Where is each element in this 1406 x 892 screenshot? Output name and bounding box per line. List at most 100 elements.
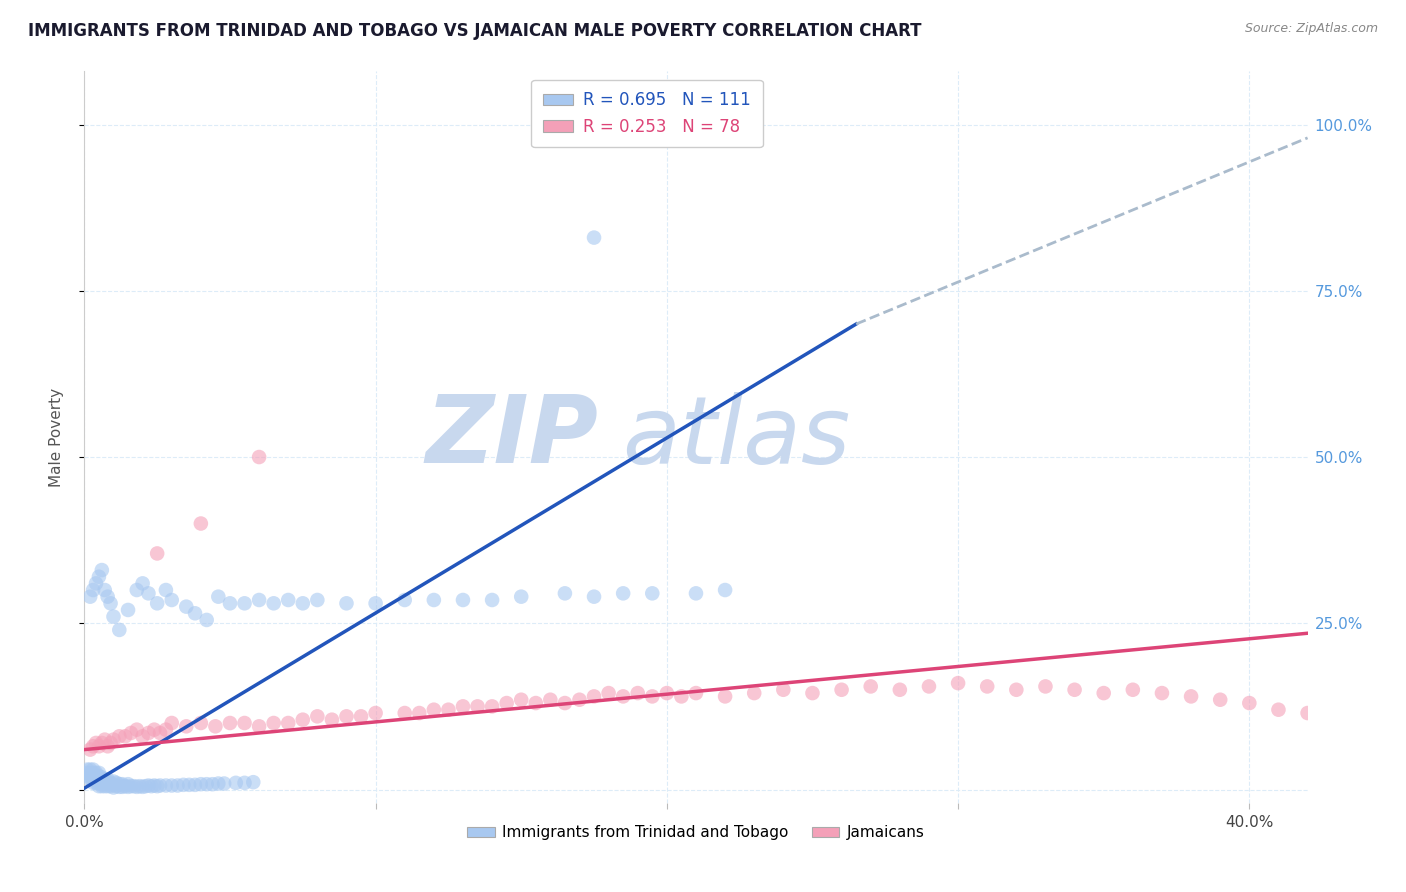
Text: ZIP: ZIP	[425, 391, 598, 483]
Point	[87, 765, 110, 780]
Point	[84, 772, 107, 787]
Point	[138, 779, 160, 793]
Point	[1180, 690, 1202, 704]
Point	[233, 776, 256, 790]
Point	[138, 726, 160, 740]
Point	[108, 777, 131, 791]
Point	[204, 719, 226, 733]
Point	[76, 763, 98, 777]
Point	[100, 596, 122, 610]
Point	[1122, 682, 1144, 697]
Point	[233, 716, 256, 731]
Point	[97, 739, 120, 754]
Point	[207, 776, 229, 790]
Point	[82, 763, 104, 777]
Point	[495, 696, 517, 710]
Point	[103, 780, 125, 795]
Point	[247, 593, 270, 607]
Point	[87, 739, 110, 754]
Point	[335, 709, 357, 723]
Point	[394, 593, 416, 607]
Text: atlas: atlas	[623, 392, 851, 483]
Point	[135, 779, 157, 793]
Point	[160, 779, 183, 793]
Point	[141, 779, 163, 793]
Point	[321, 713, 343, 727]
Point	[100, 776, 122, 790]
Point	[831, 682, 853, 697]
Point	[84, 776, 107, 790]
Point	[82, 765, 104, 780]
Point	[918, 680, 941, 694]
Point	[641, 586, 664, 600]
Point	[859, 680, 882, 694]
Point	[79, 765, 101, 780]
Point	[510, 590, 533, 604]
Point	[90, 736, 112, 750]
Point	[79, 769, 101, 783]
Point	[190, 716, 212, 731]
Point	[131, 576, 153, 591]
Point	[131, 729, 153, 743]
Point	[82, 582, 104, 597]
Point	[155, 723, 177, 737]
Point	[97, 772, 120, 787]
Point	[87, 570, 110, 584]
Point	[524, 696, 547, 710]
Point	[155, 779, 177, 793]
Point	[184, 607, 207, 621]
Point	[76, 765, 98, 780]
Point	[108, 623, 131, 637]
Point	[277, 716, 299, 731]
Point	[263, 716, 285, 731]
Point	[122, 779, 145, 793]
Point	[90, 779, 112, 793]
Point	[437, 703, 460, 717]
Point	[510, 692, 533, 706]
Legend: Immigrants from Trinidad and Tobago, Jamaicans: Immigrants from Trinidad and Tobago, Jam…	[461, 819, 931, 847]
Point	[184, 778, 207, 792]
Point	[87, 779, 110, 793]
Point	[131, 780, 153, 794]
Point	[350, 709, 373, 723]
Point	[1296, 706, 1319, 720]
Point	[655, 686, 678, 700]
Point	[247, 450, 270, 464]
Point	[627, 686, 650, 700]
Point	[946, 676, 969, 690]
Point	[97, 776, 120, 790]
Point	[671, 690, 693, 704]
Point	[195, 613, 218, 627]
Point	[120, 779, 142, 793]
Point	[103, 778, 125, 792]
Point	[1035, 680, 1057, 694]
Point	[114, 779, 136, 793]
Point	[207, 590, 229, 604]
Point	[87, 772, 110, 787]
Point	[84, 765, 107, 780]
Point	[143, 723, 166, 737]
Point	[685, 686, 707, 700]
Point	[481, 593, 503, 607]
Point	[307, 709, 329, 723]
Point	[976, 680, 998, 694]
Point	[423, 703, 446, 717]
Point	[212, 776, 235, 790]
Point	[90, 771, 112, 785]
Point	[82, 776, 104, 790]
Point	[79, 590, 101, 604]
Point	[1150, 686, 1173, 700]
Point	[100, 736, 122, 750]
Point	[538, 692, 561, 706]
Point	[146, 779, 169, 793]
Point	[307, 593, 329, 607]
Point	[233, 596, 256, 610]
Point	[641, 690, 664, 704]
Point	[87, 769, 110, 783]
Point	[1005, 682, 1028, 697]
Point	[1092, 686, 1115, 700]
Point	[125, 723, 148, 737]
Point	[685, 586, 707, 600]
Point	[111, 777, 134, 791]
Point	[1209, 692, 1232, 706]
